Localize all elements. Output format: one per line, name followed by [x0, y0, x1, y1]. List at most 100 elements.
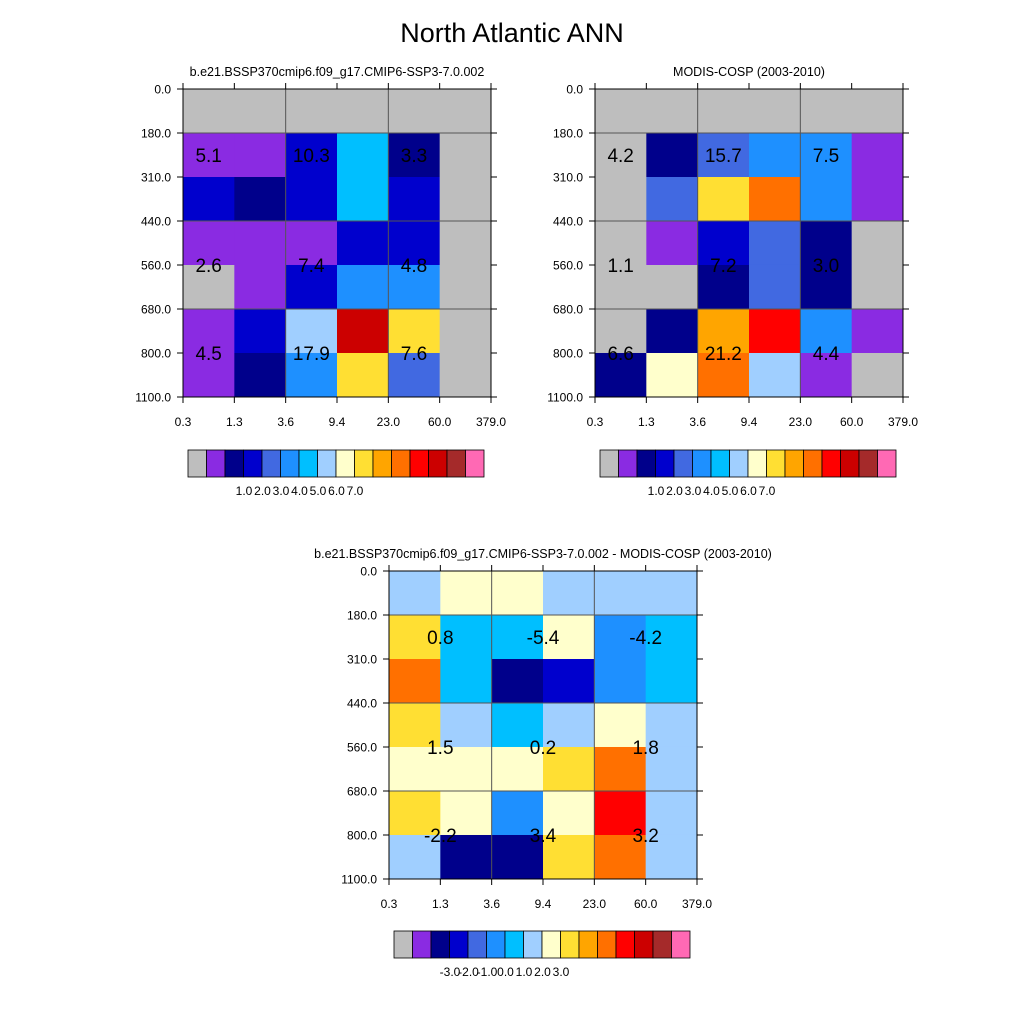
colorbar-label: 2.0 [254, 484, 271, 498]
heatmap-cell [595, 264, 647, 310]
heatmap-cell [800, 264, 853, 310]
heatmap-cell [697, 133, 750, 178]
colorbar-swatch [560, 930, 580, 959]
data-label: 5.1 [195, 146, 221, 167]
data-label: 3.0 [813, 256, 839, 277]
heatmap-cell [491, 615, 544, 660]
heatmap-cell [594, 746, 647, 792]
heatmap-cell [388, 177, 441, 222]
colorbar-swatch [467, 930, 487, 959]
heatmap-cell [645, 791, 698, 836]
heatmap-cell [851, 352, 904, 398]
colorbar-label: -3.0 [440, 965, 461, 979]
colorbar-swatch [354, 449, 374, 478]
x-tick-label: 9.4 [329, 415, 346, 429]
x-tick-label: 23.0 [377, 415, 401, 429]
heatmap-cell [439, 177, 492, 222]
heatmap-cell [543, 615, 595, 660]
colorbar-label: 6.0 [740, 484, 757, 498]
colorbar-label: 2.0 [666, 484, 683, 498]
colorbar-swatch [206, 449, 226, 478]
heatmap-cell [646, 177, 699, 222]
colorbar-swatch [858, 449, 878, 478]
heatmap-cell [543, 659, 595, 704]
heatmap-cell [851, 309, 904, 354]
heatmap-cell [388, 221, 441, 266]
y-tick-label: 560.0 [347, 740, 377, 754]
heatmap-cell [440, 659, 493, 704]
colorbar-swatch [187, 449, 207, 478]
colorbar-label: -1.0 [477, 965, 498, 979]
colorbar-swatch [652, 930, 672, 959]
heatmap-cell [543, 791, 595, 836]
data-label: 1.1 [607, 256, 633, 277]
y-tick-label: 440.0 [141, 215, 171, 229]
x-tick-label: 60.0 [634, 897, 658, 911]
colorbar-swatch [784, 449, 804, 478]
panel-title: b.e21.BSSP370cmip6.f09_g17.CMIP6-SSP3-7.… [190, 65, 485, 79]
heatmap-cell [491, 659, 544, 704]
heatmap-cell [285, 264, 338, 310]
colorbar-swatch [243, 449, 263, 478]
heatmap-cell [645, 746, 698, 792]
colorbar-swatch [449, 930, 469, 959]
heatmap-cell [389, 571, 441, 616]
colorbar-label: 1.0 [516, 965, 533, 979]
heatmap-cell [389, 834, 441, 880]
colorbar-swatch [729, 449, 749, 478]
colorbar-swatch [821, 449, 841, 478]
heatmap-cell [183, 89, 235, 134]
heatmap-cell [389, 746, 441, 792]
colorbar-swatch [636, 449, 656, 478]
heatmap-cell [337, 309, 389, 354]
colorbar-swatch [599, 449, 619, 478]
heatmap-cell [183, 352, 235, 398]
x-tick-label: 1.3 [432, 897, 449, 911]
heatmap-cell [543, 834, 595, 880]
y-tick-label: 440.0 [553, 215, 583, 229]
heatmap-cell [646, 221, 699, 266]
heatmap-cell [646, 133, 699, 178]
heatmap-cell [595, 221, 647, 266]
colorbar-swatch [428, 449, 448, 478]
heatmap-cell [389, 659, 441, 704]
data-label: 21.2 [705, 344, 742, 365]
heatmap-cell [491, 703, 544, 748]
x-tick-label: 9.4 [741, 415, 758, 429]
heatmap-cell [800, 309, 853, 354]
data-label: 1.8 [632, 738, 658, 759]
heatmap-cell [697, 89, 750, 134]
colorbar-swatch [504, 930, 524, 959]
heatmap-cell [645, 703, 698, 748]
heatmap-cell [491, 571, 544, 616]
colorbar-label: 3.0 [273, 484, 290, 498]
panel-title: MODIS-COSP (2003-2010) [673, 65, 825, 79]
heatmap-cell [800, 89, 853, 134]
colorbar-label: 7.0 [347, 484, 364, 498]
heatmap-cell [749, 352, 801, 398]
y-tick-label: 680.0 [347, 785, 377, 799]
heatmap-cell [337, 89, 389, 134]
colorbar-label: 6.0 [328, 484, 345, 498]
colorbar-swatch [615, 930, 635, 959]
heatmap-cell [645, 615, 698, 660]
data-label: 2.6 [195, 256, 221, 277]
heatmap-cell [800, 133, 853, 178]
colorbar-swatch [578, 930, 598, 959]
colorbar-swatch [710, 449, 730, 478]
colorbar-label: 4.0 [291, 484, 308, 498]
heatmap-cell [594, 703, 647, 748]
heatmap-cell [697, 264, 750, 310]
colorbar-swatch [412, 930, 432, 959]
data-label: 0.2 [530, 738, 556, 759]
y-tick-label: 800.0 [141, 346, 171, 360]
figure-title: North Atlantic ANN [400, 18, 624, 48]
heatmap-cell [389, 615, 441, 660]
heatmap-cell [388, 89, 441, 134]
colorbar-label: 5.0 [310, 484, 327, 498]
heatmap-cell [440, 791, 493, 836]
heatmap-cell [183, 309, 235, 354]
data-label: 7.4 [298, 256, 325, 277]
heatmap-cell [440, 746, 493, 792]
heatmap-cell [234, 221, 287, 266]
